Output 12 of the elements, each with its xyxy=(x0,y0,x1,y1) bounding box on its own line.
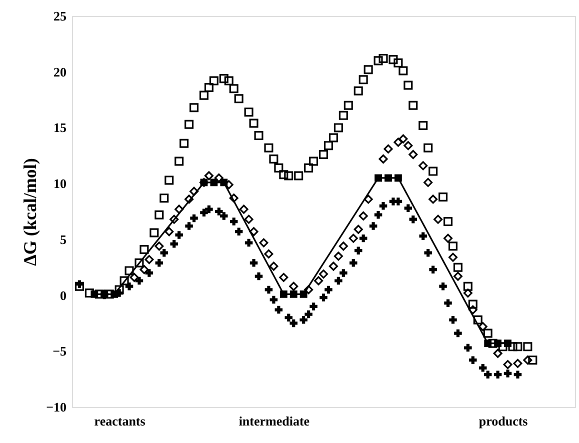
x-tick-label: products xyxy=(478,414,528,428)
y-tick-label: 20 xyxy=(54,64,66,80)
y-axis-title: ΔG (kcal/mol) xyxy=(20,158,40,266)
y-tick-label: 15 xyxy=(54,120,67,136)
y-tick-label: 5 xyxy=(60,232,67,247)
x-tick-label: intermediate xyxy=(238,414,310,428)
y-tick-label: 25 xyxy=(54,8,67,24)
y-tick-label: −10 xyxy=(46,400,66,414)
y-tick-label: 0 xyxy=(60,288,66,303)
y-tick-label: −5 xyxy=(52,344,67,359)
y-tick-label: 10 xyxy=(54,176,66,192)
x-tick-label: reactants xyxy=(94,414,146,428)
